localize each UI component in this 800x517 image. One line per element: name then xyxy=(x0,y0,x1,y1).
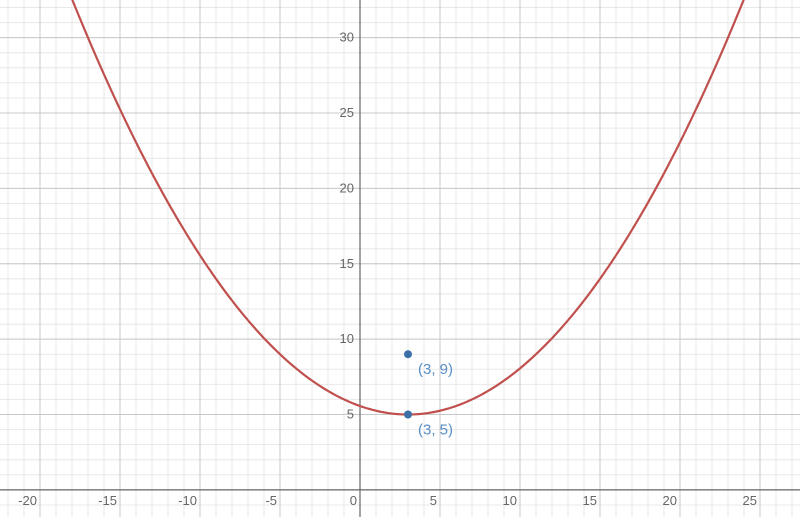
x-tick-label: 0 xyxy=(350,493,357,508)
data-point xyxy=(404,350,412,358)
data-point-label: (3, 9) xyxy=(418,361,453,378)
y-tick-label: 15 xyxy=(340,256,354,271)
parabola-chart: -20 -15 -10 -5 0 5 10 15 20 25 5 10 15 20 25 30 (3, 9) (… xyxy=(0,0,800,517)
y-tick-label: 30 xyxy=(340,30,354,45)
x-tick-label: 20 xyxy=(663,493,677,508)
y-tick-label: 5 xyxy=(347,407,354,422)
x-tick-label: 15 xyxy=(583,493,597,508)
x-tick-label: 5 xyxy=(430,493,437,508)
data-point-label: (3, 5) xyxy=(418,422,453,439)
x-tick-label: 25 xyxy=(743,493,757,508)
major-gridlines xyxy=(0,0,800,517)
y-tick-label: 25 xyxy=(340,105,354,120)
data-point xyxy=(404,411,412,419)
x-tick-label: 10 xyxy=(503,493,517,508)
x-tick-label: -5 xyxy=(265,493,277,508)
chart-container: -20 -15 -10 -5 0 5 10 15 20 25 5 10 15 20 25 30 (3, 9) (… xyxy=(0,0,800,517)
x-tick-label: -15 xyxy=(98,493,117,508)
x-tick-label: -10 xyxy=(178,493,197,508)
y-tick-label: 20 xyxy=(340,180,354,195)
x-tick-label: -20 xyxy=(18,493,37,508)
y-tick-label: 10 xyxy=(340,331,354,346)
axis-tick-labels: -20 -15 -10 -5 0 5 10 15 20 25 5 10 15 20 25 30 xyxy=(18,30,757,508)
